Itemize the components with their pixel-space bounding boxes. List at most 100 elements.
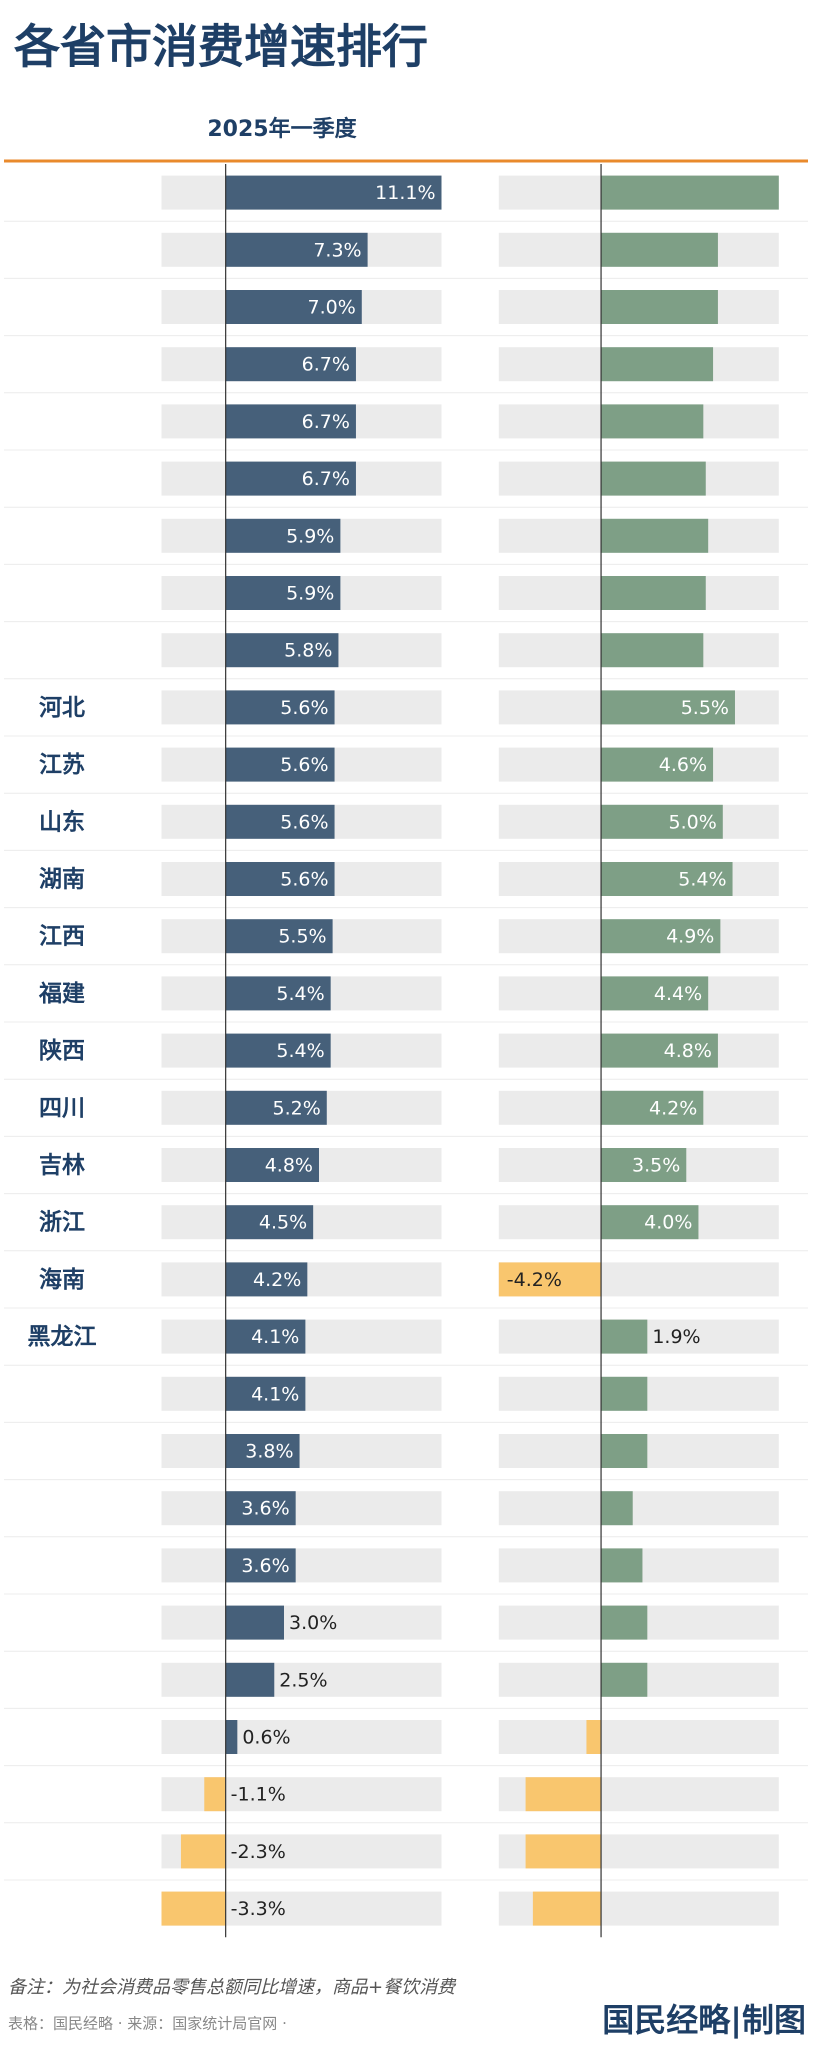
bar [601, 461, 706, 496]
bar [225, 1376, 306, 1411]
bar [601, 1090, 704, 1125]
brand: 国民经略|制图 [602, 2001, 806, 2040]
value-label: 4.2% [253, 1269, 301, 1291]
bar [225, 919, 333, 954]
bar [601, 290, 718, 324]
value-label: 3.0% [289, 1612, 337, 1634]
value-label: 4.8% [664, 1040, 712, 1062]
bar [601, 919, 721, 954]
value-label: 5.8% [284, 640, 332, 662]
bar-track [161, 1548, 442, 1583]
value-label: 5.6% [280, 811, 328, 833]
value-label: 3.8% [245, 1441, 293, 1463]
category-label: 福建 [38, 981, 85, 1007]
category-label: 江西 [39, 924, 85, 950]
value-label: 5.5% [278, 926, 326, 948]
bar [498, 1262, 602, 1297]
note: 备注：为社会消费品零售总额同比增速，商品+餐饮消费 [8, 1977, 457, 1998]
value-label: -3.3% [231, 1898, 286, 1920]
bar-track [161, 1720, 442, 1754]
series-header: 2025年一季度 [207, 116, 357, 142]
bar [225, 1033, 331, 1068]
bar [532, 1891, 602, 1926]
bar [225, 347, 356, 382]
value-label: 6.7% [302, 468, 350, 490]
category-label: 河北 [39, 695, 85, 721]
bar [225, 461, 356, 496]
value-label: 4.1% [251, 1326, 299, 1348]
bar [601, 747, 714, 782]
value-label: 5.2% [272, 1097, 320, 1119]
bar [601, 1662, 648, 1697]
bar [225, 404, 356, 439]
bar [225, 232, 368, 267]
bar [225, 175, 442, 210]
value-label: 6.7% [302, 411, 350, 433]
value-label: 7.0% [307, 297, 355, 319]
bar [225, 1090, 327, 1125]
value-label: 5.9% [286, 525, 334, 547]
bar [225, 290, 362, 324]
bar [225, 1662, 275, 1697]
bar [586, 1720, 602, 1754]
value-label: 0.6% [242, 1727, 290, 1749]
value-label: 7.3% [313, 239, 361, 261]
bar [225, 1319, 306, 1354]
value-label: 5.9% [286, 583, 334, 605]
value-label: 5.4% [276, 1040, 324, 1062]
bar [601, 1148, 687, 1182]
bar-track [161, 1491, 442, 1526]
value-label: 6.7% [302, 354, 350, 376]
bar-track [161, 1662, 442, 1697]
value-label: 5.6% [280, 697, 328, 719]
chart-title: 各省市消费增速排行 [14, 20, 428, 74]
bar [601, 347, 714, 382]
bar [601, 1205, 699, 1240]
bar [601, 232, 718, 267]
category-label: 黑龙江 [28, 1324, 97, 1350]
bar [525, 1777, 602, 1812]
bar [601, 1033, 718, 1068]
bar-track [161, 1777, 442, 1812]
bar [601, 804, 723, 839]
value-label: 5.4% [678, 869, 726, 891]
value-label: 2.5% [279, 1669, 327, 1691]
bar [225, 1605, 284, 1640]
bar [601, 1376, 648, 1411]
bar [601, 175, 779, 210]
value-label: -1.1% [231, 1784, 286, 1806]
value-label: 5.6% [280, 869, 328, 891]
bar [225, 690, 335, 725]
category-label: 四川 [39, 1095, 85, 1121]
category-label: 江苏 [39, 752, 85, 778]
bar [601, 1434, 648, 1468]
bar-track [498, 1720, 779, 1754]
bar [601, 633, 704, 668]
value-label: 5.6% [280, 754, 328, 776]
value-label: 5.0% [669, 811, 717, 833]
bar [525, 1834, 602, 1869]
value-label: 4.6% [659, 754, 707, 776]
bar [225, 1148, 319, 1182]
value-label: 11.1% [375, 182, 435, 204]
value-label: 4.0% [644, 1212, 692, 1234]
bar [225, 1262, 308, 1297]
category-label: 山东 [39, 808, 85, 835]
bar [225, 576, 341, 610]
bar [601, 976, 709, 1011]
value-label: 4.2% [649, 1097, 697, 1119]
value-label: 4.5% [259, 1212, 307, 1234]
source: 表格：国民经略 · 来源：国家统计局官网 · [8, 2015, 287, 2033]
bar [225, 1205, 314, 1240]
bar [225, 1491, 296, 1526]
value-label: 4.8% [265, 1155, 313, 1177]
bar [161, 1891, 226, 1926]
value-label: 3.6% [241, 1555, 289, 1577]
value-label: 3.5% [632, 1155, 680, 1177]
value-label: 5.5% [681, 697, 729, 719]
value-label: -2.3% [231, 1841, 286, 1863]
bar-track [161, 1434, 442, 1468]
bar [225, 862, 335, 896]
bar [225, 804, 335, 839]
category-label: 海南 [39, 1266, 85, 1293]
